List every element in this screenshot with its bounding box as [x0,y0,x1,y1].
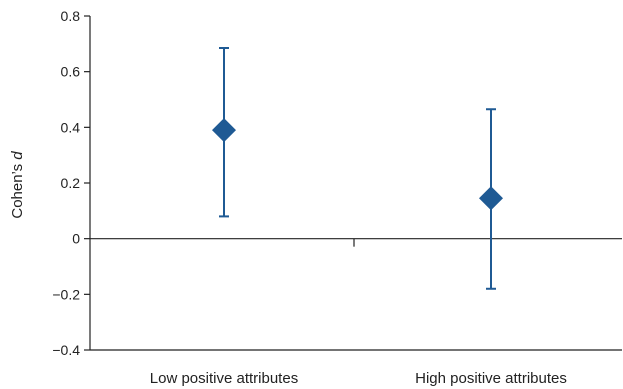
data-point-diamond [479,186,503,211]
y-axis-title-text: Cohen’s [9,160,26,219]
data-point-diamond [212,118,236,143]
y-tick-label: 0.8 [61,8,81,24]
y-ticks: −0.4 −0.2 0 0.2 0.4 0.6 0.8 [52,8,90,358]
category-labels: Low positive attributes High positive att… [150,370,567,387]
y-tick-label: 0.6 [61,64,81,80]
x-axis [90,238,622,351]
y-axis-title-italic: d [9,151,26,160]
y-tick-label: 0.4 [61,119,81,135]
y-axis: −0.4 −0.2 0 0.2 0.4 0.6 0.8 [52,8,91,358]
category-label: Low positive attributes [150,370,298,387]
category-label: High positive attributes [415,370,567,387]
y-tick-label: −0.4 [52,342,80,358]
y-tick-label: 0 [72,231,80,247]
y-axis-title: Cohen’s d [9,151,26,219]
data-points [212,47,503,290]
y-tick-label: −0.2 [52,286,80,302]
y-tick-label: 0.2 [61,175,81,191]
